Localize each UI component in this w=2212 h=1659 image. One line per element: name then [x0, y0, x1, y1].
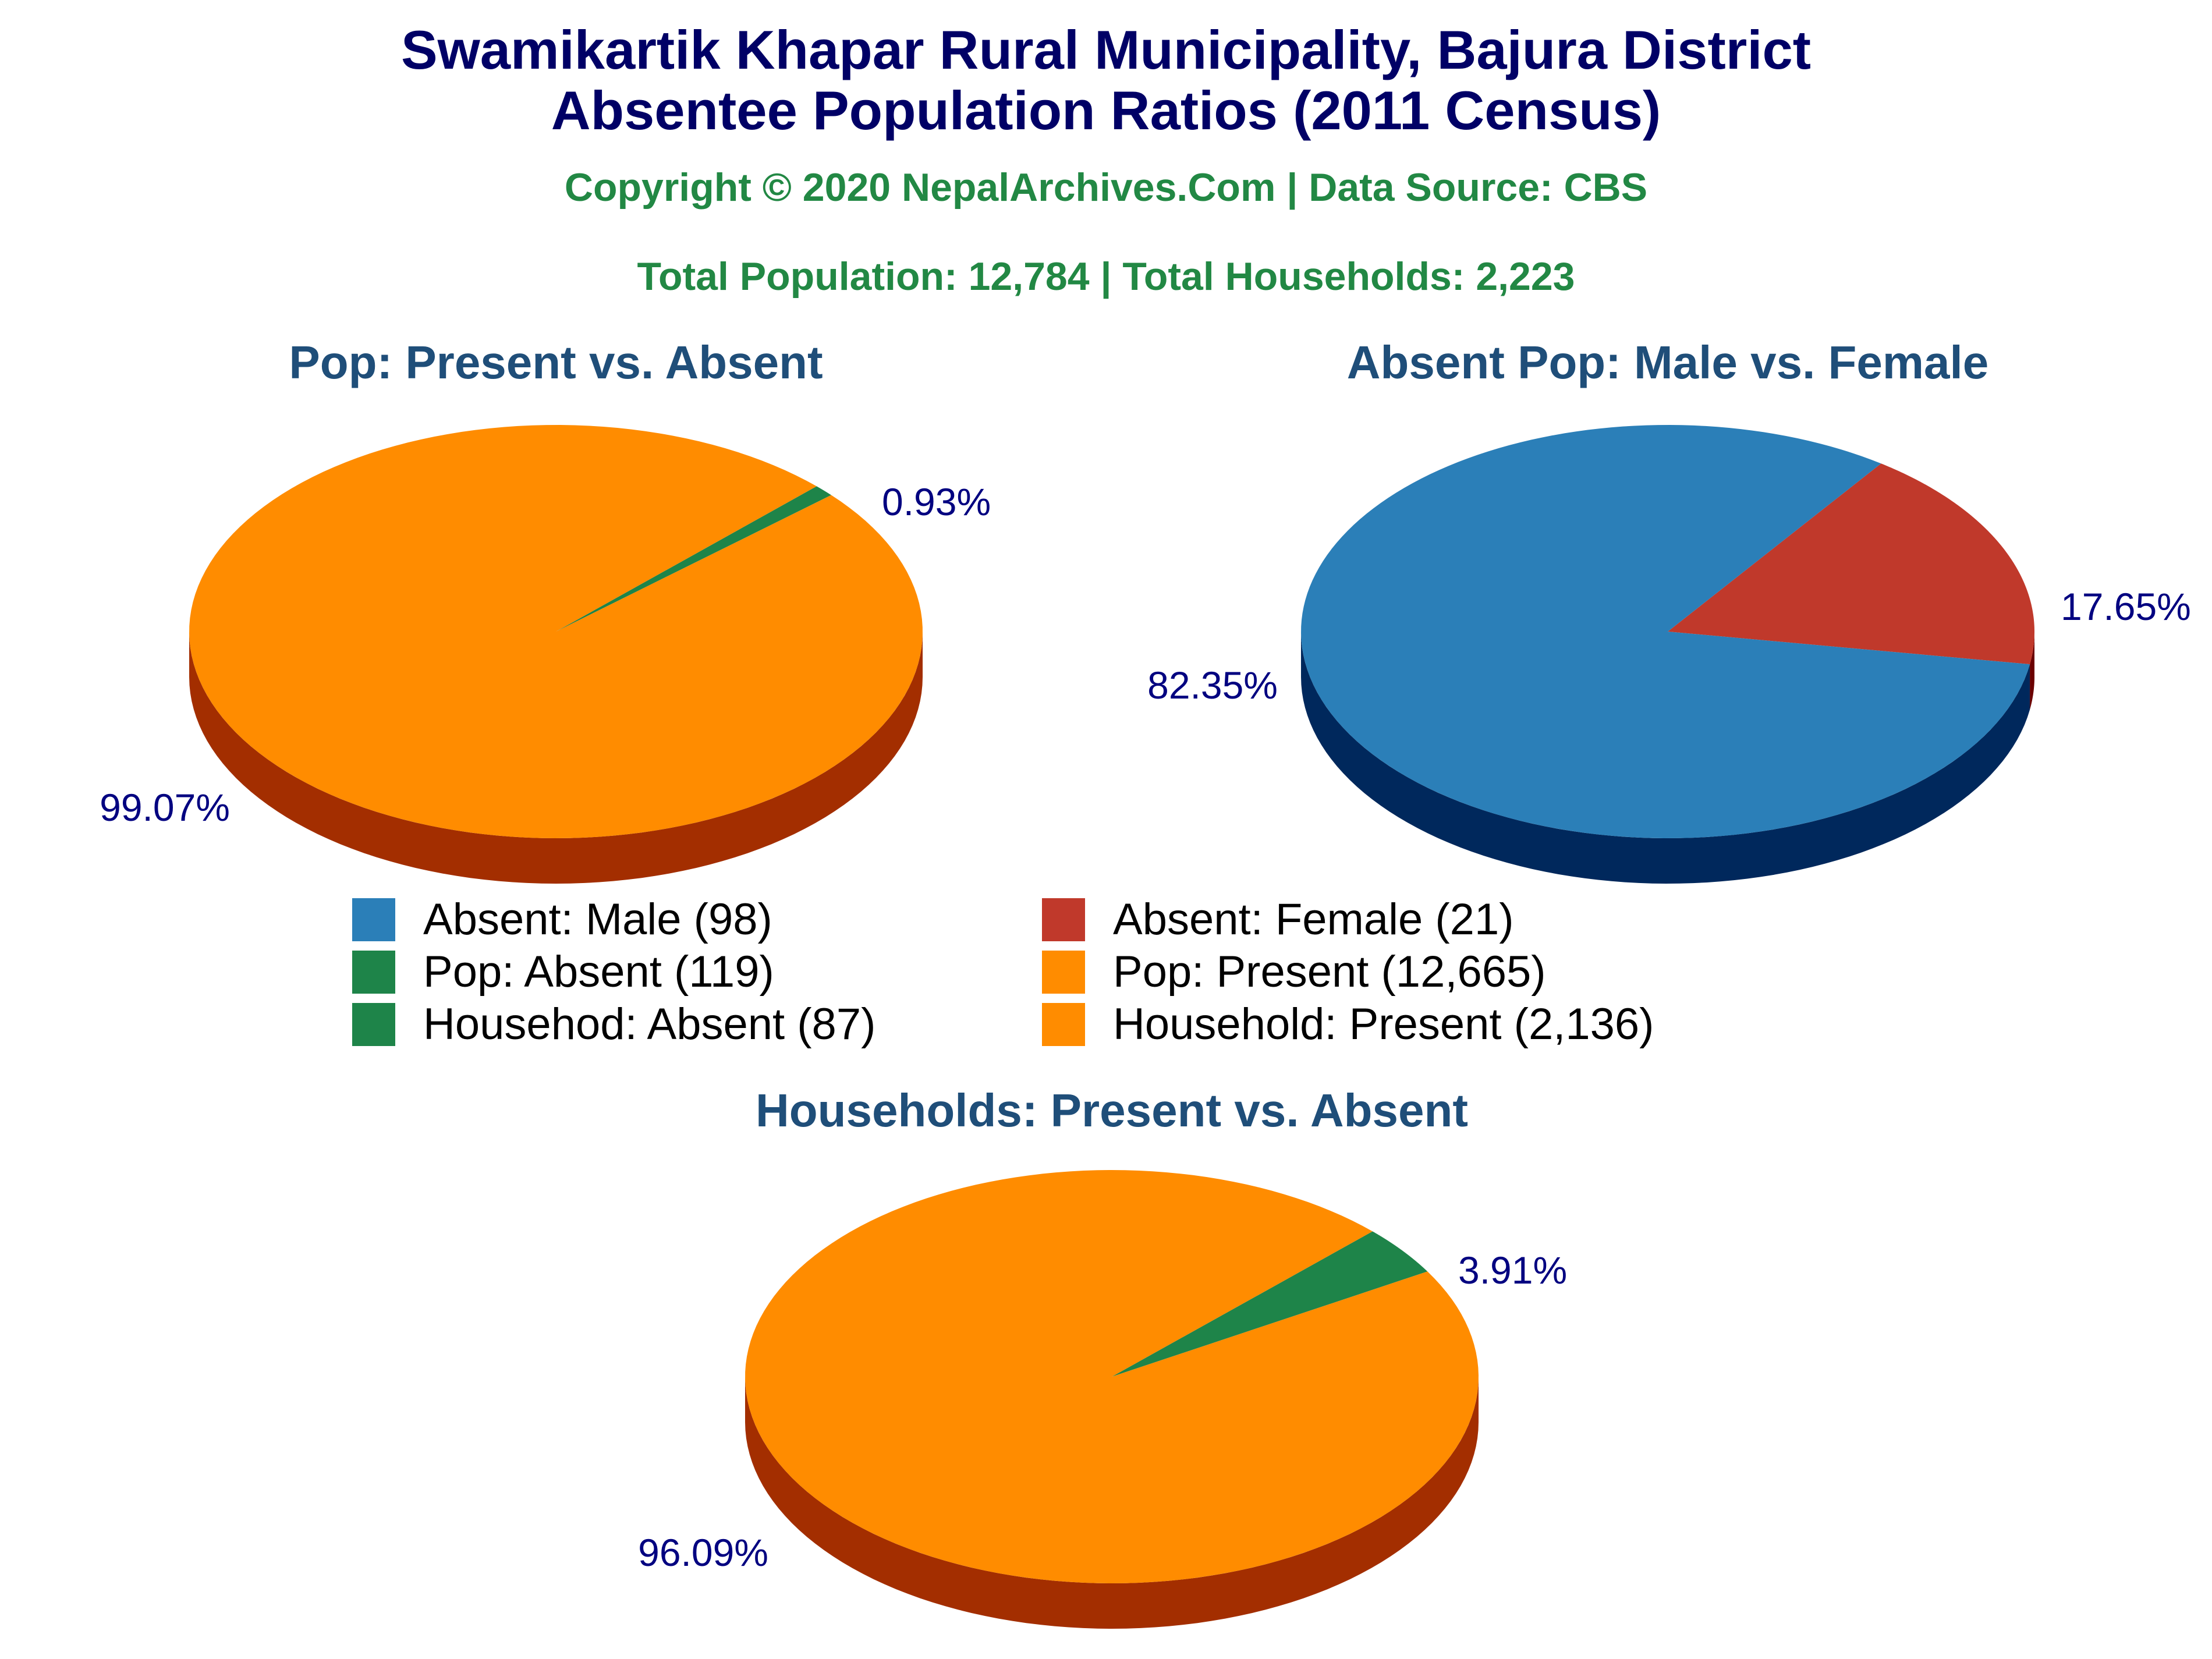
slice-label-2: 82.35%	[1147, 664, 1278, 707]
legend-label: Household: Present (2,136)	[1113, 999, 1654, 1049]
pie-slice-1	[1112, 1231, 1428, 1377]
copyright-text: Copyright © 2020 NepalArchives.Com | Dat…	[565, 165, 1647, 210]
legend-swatch	[352, 951, 395, 994]
pie-chart-3: Households: Present vs. Absent 3.91% 96.09…	[638, 1084, 1567, 1629]
legend-swatch	[1042, 951, 1085, 994]
pie-slice-1	[556, 486, 832, 632]
pie-side-1	[2030, 632, 2034, 710]
chart-title-line1: Swamikartik Khapar Rural Municipality, B…	[401, 19, 1811, 80]
slice-label-2: 96.09%	[638, 1531, 768, 1574]
pie-side-2	[1301, 632, 2030, 884]
legend-label: Pop: Absent (119)	[423, 947, 774, 997]
legend-swatch	[1042, 898, 1085, 941]
legend: Absent: Male (98) Absent: Female (21)Pop:…	[352, 895, 1654, 1049]
pie-title: Pop: Present vs. Absent	[289, 336, 823, 388]
pie-slice-1	[1668, 463, 2034, 665]
slice-label-1: 0.93%	[882, 480, 991, 523]
legend-swatch	[352, 1003, 395, 1046]
legend-label: Absent: Female (21)	[1113, 895, 1514, 944]
legend-label: Househod: Absent (87)	[423, 999, 875, 1049]
pie-title: Absent Pop: Male vs. Female	[1347, 336, 1989, 388]
legend-swatch	[352, 898, 395, 941]
slice-label-1: 3.91%	[1458, 1249, 1567, 1292]
pie-chart-2: Absent Pop: Male vs. Female 17.65% 82.35%	[1147, 336, 2191, 884]
legend-label: Pop: Present (12,665)	[1113, 947, 1546, 997]
pie-side-2	[745, 1377, 1479, 1629]
pie-side-2	[189, 632, 923, 884]
slice-label-2: 99.07%	[100, 786, 230, 829]
totals-text: Total Population: 12,784 | Total Househo…	[637, 254, 1575, 299]
slice-label-1: 17.65%	[2061, 585, 2191, 628]
legend-label: Absent: Male (98)	[423, 895, 772, 944]
pie-chart-1: Pop: Present vs. Absent 0.93% 99.07%	[100, 336, 991, 884]
pie-title: Households: Present vs. Absent	[756, 1084, 1468, 1136]
legend-swatch	[1042, 1003, 1085, 1046]
chart-title-line2: Absentee Population Ratios (2011 Census)	[551, 80, 1661, 141]
pie-slice-2	[1301, 425, 2030, 838]
pie-slice-2	[745, 1170, 1479, 1583]
pie-slice-2	[189, 425, 923, 838]
